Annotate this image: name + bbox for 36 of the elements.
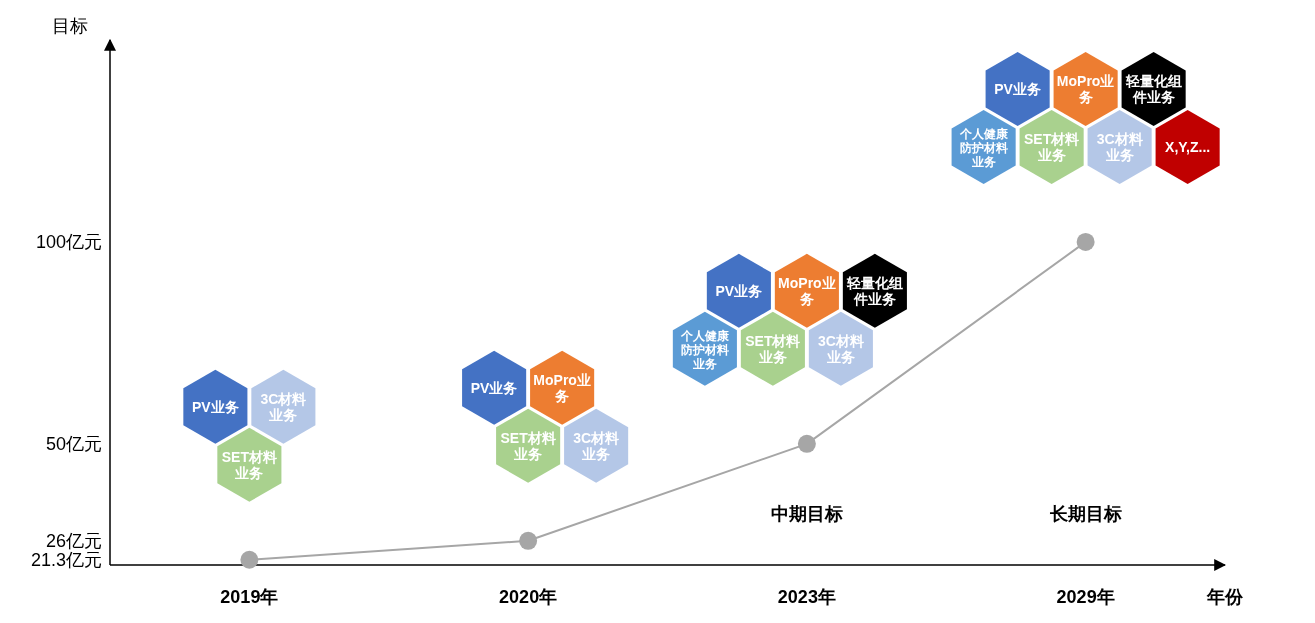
y-tick-label: 50亿元 [45, 433, 102, 454]
y-tick-label: 100亿元 [35, 231, 102, 252]
annotation: 长期目标 [1048, 504, 1122, 524]
annotation: SET材料业务 [221, 448, 277, 481]
annotation: MoPro业务 [778, 274, 836, 307]
point [1076, 232, 1095, 251]
x-tick-label: 2023年 [777, 587, 836, 607]
y-axis-title: 目标 [52, 16, 88, 36]
point [240, 550, 259, 569]
annotation: 轻量化组件业务 [845, 274, 903, 307]
annotation: SET材料业务 [1024, 130, 1080, 163]
annotation: PV业务 [470, 379, 518, 396]
annotation: 3C材料业务 [260, 390, 307, 423]
annotation: MoPro业务 [1056, 72, 1115, 105]
annotation: 3C材料业务 [1096, 130, 1143, 163]
annotation: PV业务 [994, 80, 1041, 97]
annotation: PV业务 [715, 282, 763, 299]
annotation: 3C材料业务 [817, 332, 864, 365]
x-axis-title: 年份 [1206, 587, 1244, 607]
annotation: SET材料业务 [745, 332, 801, 365]
x-tick-label: 2020年 [499, 587, 558, 607]
annotation: 中期目标 [770, 504, 843, 524]
annotation: 个人健康防护材料业务 [958, 127, 1009, 169]
point [519, 531, 538, 550]
annotation: PV业务 [192, 398, 239, 415]
y-tick-label: 21.3亿元 [30, 549, 102, 570]
annotation: SET材料业务 [500, 429, 556, 462]
annotation: X,Y,Z... [1165, 138, 1211, 155]
point [797, 434, 816, 453]
x-tick-label: 2029年 [1056, 587, 1115, 607]
annotation: 3C材料业务 [573, 429, 620, 462]
y-tick-label: 26亿元 [45, 530, 102, 551]
annotation: 个人健康防护材料业务 [679, 329, 730, 371]
x-tick-label: 2019年 [220, 587, 279, 607]
annotation: 轻量化组件业务 [1124, 72, 1182, 105]
annotation: MoPro业务 [533, 371, 591, 404]
